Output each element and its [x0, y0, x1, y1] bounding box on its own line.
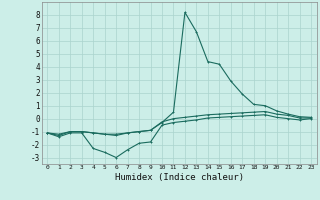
X-axis label: Humidex (Indice chaleur): Humidex (Indice chaleur): [115, 173, 244, 182]
